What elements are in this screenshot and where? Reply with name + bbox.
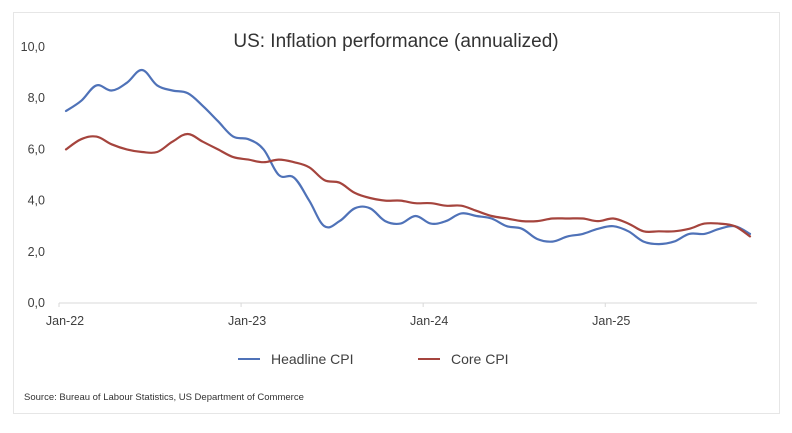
source-note: Source: Bureau of Labour Statistics, US … [24,392,304,403]
legend-item-headline-cpi: Headline CPI [238,351,354,367]
legend-label-headline: Headline CPI [271,351,354,367]
legend-item-core-cpi: Core CPI [418,351,509,367]
x-axis: Jan-22 Jan-23 Jan-24 Jan-25 [46,302,757,328]
legend-label-core: Core CPI [451,351,509,367]
x-tick-label: Jan-25 [592,314,630,328]
chart-frame [13,12,780,414]
series-lines [64,68,752,246]
legend-swatch-core [418,358,440,360]
y-tick-label: 10,0 [21,40,45,54]
x-tick-label: Jan-22 [46,314,84,328]
series-line-core-cpi [64,132,752,238]
x-tick-label: Jan-23 [228,314,266,328]
series-line-headline-cpi [64,68,752,246]
y-tick-label: 2,0 [28,245,45,259]
legend-swatch-headline [238,358,260,360]
y-axis: 0,0 2,0 4,0 6,0 8,0 10,0 [21,40,45,310]
chart-title: US: Inflation performance (annualized) [233,31,559,52]
y-tick-label: 4,0 [28,194,45,208]
y-tick-label: 6,0 [28,142,45,156]
y-tick-label: 8,0 [28,91,45,105]
x-tick-label: Jan-24 [410,314,448,328]
y-tick-label: 0,0 [28,296,45,310]
